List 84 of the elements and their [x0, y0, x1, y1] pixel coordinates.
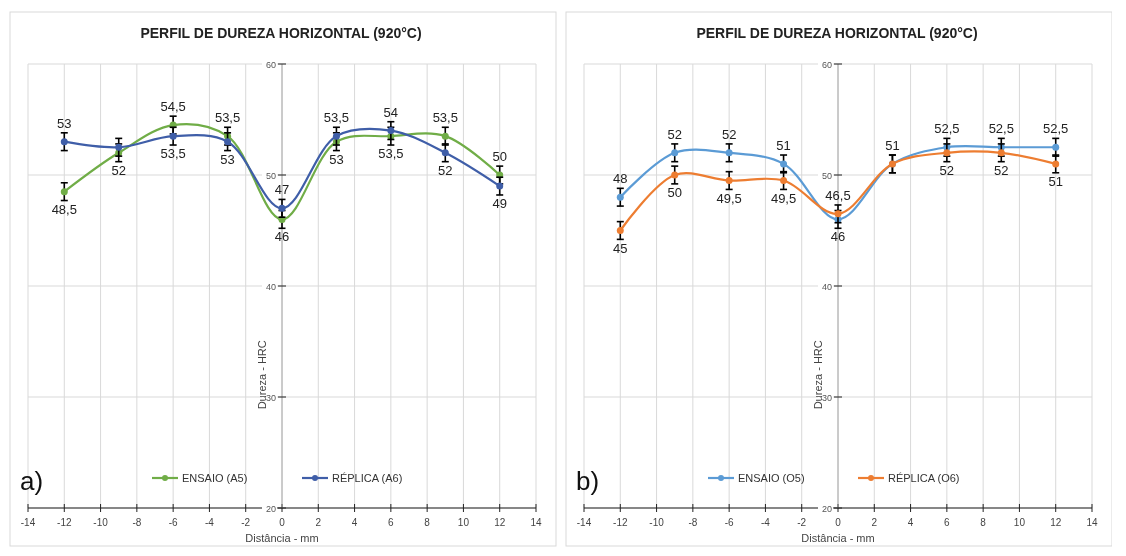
x-tick-label: 10 [1013, 517, 1026, 528]
legend-label: ENSAIO (A5) [182, 472, 248, 484]
x-tick-label: 14 [1086, 517, 1098, 528]
y-tick-label: 30 [265, 392, 276, 403]
x-tick-label: -6 [724, 517, 735, 528]
x-tick-label: 0 [279, 517, 286, 528]
y-tick-label: 20 [265, 503, 276, 514]
x-tick-label: -14 [20, 517, 36, 528]
x-tick-label: 2 [871, 517, 878, 528]
x-tick-label: 12 [494, 517, 506, 528]
data-label: 53 [329, 151, 344, 167]
data-label: 51 [1048, 173, 1063, 189]
data-label: 49,5 [716, 190, 742, 206]
data-label: 52 [721, 126, 737, 142]
data-label: 50 [667, 185, 682, 200]
data-label: 52,5 [988, 121, 1014, 137]
y-tick-label: 40 [821, 281, 832, 292]
data-label: 52,5 [1043, 121, 1069, 137]
x-tick-label: 0 [835, 517, 842, 528]
x-tick-label: -10 [649, 517, 665, 528]
annotation: a) [20, 466, 44, 496]
x-tick-label: -4 [760, 517, 771, 528]
x-tick-label: 4 [907, 517, 914, 528]
x-tick-label: -14 [576, 517, 592, 528]
legend-label: RÉPLICA (A6) [332, 472, 403, 484]
x-tick-label: -6 [168, 517, 179, 528]
data-label: 54 [383, 104, 399, 120]
data-label: 49,5 [770, 190, 797, 206]
data-label: 53,5 [214, 110, 241, 126]
data-label: 52,5 [934, 121, 960, 137]
data-label: 52 [939, 162, 955, 178]
x-tick-label: -12 [613, 517, 628, 528]
legend-label: RÉPLICA (O6) [888, 472, 960, 484]
data-label: 52 [994, 162, 1009, 178]
x-tick-label: 8 [424, 517, 431, 528]
x-tick-label: -2 [241, 517, 251, 528]
y-tick-label: 60 [265, 59, 276, 70]
data-label: 53,5 [432, 110, 458, 126]
data-label: 51 [776, 137, 791, 153]
x-tick-label: -2 [797, 517, 807, 528]
data-label: 53 [57, 115, 72, 131]
data-label: 48,5 [51, 201, 77, 217]
data-label: 51 [885, 137, 900, 153]
y-tick-label: 60 [821, 59, 832, 70]
y-tick-label: 50 [265, 170, 276, 181]
x-tick-label: 6 [944, 517, 951, 528]
x-tick-label: 4 [351, 517, 358, 528]
data-label: 52 [667, 126, 682, 142]
chart-title: PERFIL DE DUREZA HORIZONTAL (920°C) [696, 25, 978, 41]
y-tick-label: 50 [821, 170, 832, 181]
data-label: 53,5 [378, 146, 404, 162]
data-label: 52 [111, 162, 126, 178]
data-label: 46 [274, 229, 290, 245]
x-tick-label: -12 [57, 517, 72, 528]
x-axis-title: Distância - mm [801, 532, 875, 544]
data-label: 54,5 [160, 99, 186, 115]
x-tick-label: 12 [1050, 517, 1062, 528]
x-tick-label: 14 [530, 517, 542, 528]
x-tick-label: 2 [315, 517, 322, 528]
data-label: 53 [220, 151, 235, 167]
data-label: 50 [492, 149, 507, 164]
data-label: 45 [613, 240, 628, 256]
y-tick-label: 40 [265, 281, 276, 292]
data-label: 53,5 [323, 110, 350, 126]
data-label: 48 [613, 171, 628, 187]
y-tick-label: 20 [821, 503, 832, 514]
legend-label: ENSAIO (O5) [738, 472, 805, 484]
x-axis-title: Distância - mm [245, 532, 319, 544]
data-label: 46 [830, 229, 846, 245]
x-tick-label: -4 [204, 517, 215, 528]
x-tick-label: 8 [980, 517, 987, 528]
chart-title: PERFIL DE DUREZA HORIZONTAL (920°C) [140, 25, 422, 41]
data-label: 52 [438, 162, 453, 178]
x-tick-label: 6 [388, 517, 395, 528]
x-tick-label: -8 [688, 517, 698, 528]
data-label: 53,5 [160, 146, 186, 162]
x-tick-label: -8 [132, 517, 142, 528]
y-tick-label: 30 [821, 392, 832, 403]
x-tick-label: 10 [457, 517, 470, 528]
x-tick-label: -10 [93, 517, 109, 528]
data-label: 47 [274, 182, 290, 198]
data-label: 46,5 [825, 187, 851, 203]
annotation: b) [576, 466, 600, 496]
data-label: 49 [492, 196, 507, 212]
